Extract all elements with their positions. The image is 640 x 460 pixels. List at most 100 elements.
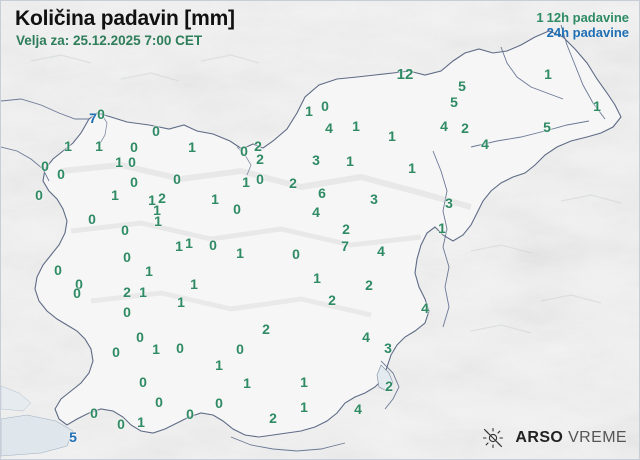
adriatic-sea (1, 414, 74, 457)
station-value: 0 (209, 237, 217, 253)
station-value: 4 (362, 329, 370, 345)
station-value: 4 (481, 136, 489, 152)
station-value: 0 (152, 123, 160, 139)
station-value: 1 (313, 270, 321, 286)
lake (376, 364, 394, 392)
page-title: Količina padavin [mm] (15, 7, 235, 30)
station-value: 0 (128, 154, 136, 170)
slovenia-border (34, 30, 622, 438)
station-value: 1 (175, 238, 183, 254)
station-value: 0 (236, 341, 244, 357)
station-value: 0 (292, 246, 300, 262)
station-value: 1 (95, 138, 103, 154)
station-value: 1 (346, 153, 354, 169)
logo-vreme: VREME (563, 429, 627, 446)
station-value: 0 (112, 344, 120, 360)
station-value: 0 (117, 416, 125, 432)
station-value: 1 (115, 154, 123, 170)
station-value: 0 (75, 276, 83, 292)
station-value: 0 (173, 171, 181, 187)
station-value: 1 (593, 98, 601, 114)
border-line-n (500, 46, 564, 100)
station-value: 1 (236, 245, 244, 261)
station-value: 5 (450, 94, 458, 110)
station-value: 2 (365, 277, 373, 293)
station-value: 0 (73, 285, 81, 301)
station-value: 0 (130, 174, 138, 190)
station-value: 0 (240, 143, 248, 159)
border-line-s (230, 436, 346, 452)
station-value: 1 (438, 220, 446, 236)
station-value: 0 (256, 171, 264, 187)
logo-arso: ARSO (515, 429, 564, 446)
station-value: 1 (300, 374, 308, 390)
station-value: 7 (341, 238, 349, 254)
station-value: 0 (233, 201, 241, 217)
station-value: 2 (269, 410, 277, 426)
station-value: 1 (352, 118, 360, 134)
station-value: 5 (458, 78, 466, 94)
legend-label-24h: 24h padavine (546, 25, 629, 40)
station-value: 3 (312, 152, 320, 168)
station-value: 1 (111, 187, 119, 203)
station-value: 1 (215, 357, 223, 373)
station-value: 0 (88, 211, 96, 227)
border-line-ne (560, 24, 606, 120)
arso-vreme-logo: ARSO VREME (482, 427, 627, 449)
station-value: 0 (123, 249, 131, 265)
legend-row-24h: 24h padavine (536, 25, 629, 40)
border-line-w (1, 146, 50, 182)
outside-relief (30, 54, 622, 334)
station-value: 1 (300, 399, 308, 415)
station-value: 1 (139, 284, 147, 300)
valid-time-label: Velja za: 25.12.2025 7:00 CET (16, 33, 203, 48)
station-value: 1 (154, 213, 162, 229)
station-value: 4 (377, 243, 385, 259)
legend-label-12h: 12h padavine (546, 10, 629, 25)
station-value: 1 (148, 192, 156, 208)
station-value: 1 (544, 66, 552, 82)
station-value: 0 (121, 222, 129, 238)
river-nw (98, 112, 108, 146)
station-value: 0 (321, 98, 329, 114)
station-value: 4 (312, 204, 320, 220)
station-value: 1 (145, 263, 153, 279)
station-value: 0 (176, 340, 184, 356)
relief-band-1 (60, 161, 472, 210)
station-value: 1 (211, 191, 219, 207)
station-value: 1 (408, 160, 416, 176)
station-value: 1 (153, 202, 161, 218)
station-value: 4 (421, 300, 429, 316)
station-value: 0 (97, 106, 105, 122)
station-value: 2 (262, 321, 270, 337)
station-value: 0 (136, 329, 144, 345)
river-drava (236, 146, 252, 176)
legend: 1 12h padavine 24h padavine (536, 10, 629, 40)
station-value: 1 (177, 294, 185, 310)
station-value: 5 (69, 429, 77, 445)
station-value: 1 (243, 375, 251, 391)
station-value: 0 (186, 406, 194, 422)
station-value: 5 (543, 119, 551, 135)
station-value: 0 (90, 405, 98, 421)
station-value: 4 (325, 120, 333, 136)
station-value: 1 (190, 276, 198, 292)
station-value: 0 (57, 166, 65, 182)
border-line-nw (1, 98, 89, 120)
station-value: 1 (305, 103, 313, 119)
station-value: 0 (41, 158, 49, 174)
station-value: 1 (152, 341, 160, 357)
station-value: 2 (158, 190, 166, 206)
internal-boundary-northeast (470, 120, 590, 148)
station-value: 2 (461, 120, 469, 136)
station-value: 2 (328, 292, 336, 308)
station-value: 2 (342, 221, 350, 237)
legend-sample-value: 1 (536, 10, 544, 25)
station-value: 4 (354, 401, 362, 417)
station-value: 0 (35, 187, 43, 203)
station-value: 1 (388, 128, 396, 144)
station-value: 3 (370, 191, 378, 207)
internal-boundary-east (432, 150, 450, 328)
gulf-area (1, 385, 32, 412)
